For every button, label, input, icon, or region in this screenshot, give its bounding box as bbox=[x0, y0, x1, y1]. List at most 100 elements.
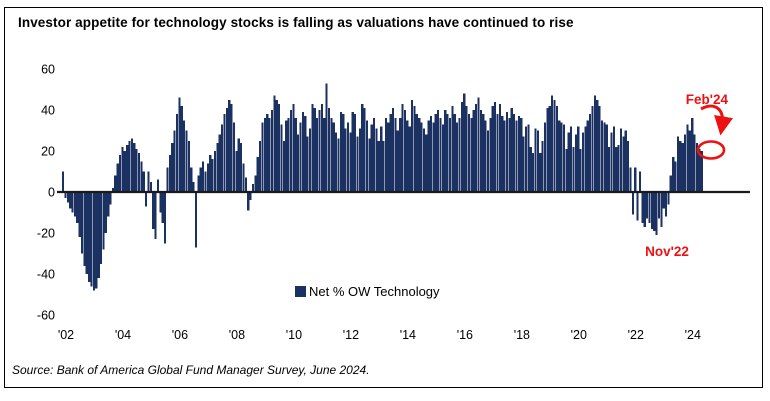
legend-swatch-square-icon bbox=[295, 286, 306, 297]
bar bbox=[368, 138, 371, 192]
bar bbox=[463, 93, 466, 192]
bar bbox=[221, 124, 224, 192]
bar bbox=[204, 171, 207, 192]
bar bbox=[240, 142, 243, 192]
bar bbox=[354, 114, 357, 192]
bar bbox=[289, 110, 293, 192]
x-axis-tick-label: '18 bbox=[514, 328, 530, 342]
bar bbox=[650, 192, 653, 229]
bar bbox=[394, 118, 397, 192]
highlight-circle bbox=[696, 140, 726, 160]
bar bbox=[164, 192, 167, 244]
bar bbox=[216, 142, 219, 192]
bar bbox=[358, 128, 361, 192]
bar bbox=[126, 144, 129, 192]
bar bbox=[197, 175, 200, 192]
bar bbox=[71, 192, 74, 213]
bar bbox=[308, 128, 312, 192]
bar bbox=[111, 187, 114, 192]
bar bbox=[434, 114, 437, 192]
bar bbox=[695, 142, 699, 192]
legend-label: Net % OW Technology bbox=[309, 284, 440, 299]
bar bbox=[636, 192, 639, 221]
bar bbox=[641, 192, 644, 223]
bar bbox=[223, 114, 226, 192]
bar bbox=[249, 192, 252, 201]
bar bbox=[251, 183, 255, 192]
bar bbox=[577, 126, 580, 192]
bar bbox=[168, 155, 171, 192]
x-axis-tick-label: '10 bbox=[286, 328, 302, 342]
bar bbox=[361, 103, 364, 192]
bar bbox=[171, 142, 174, 192]
bar bbox=[152, 192, 155, 229]
bar bbox=[472, 110, 475, 192]
bar bbox=[475, 103, 478, 192]
bar bbox=[586, 120, 589, 192]
bar bbox=[422, 128, 425, 192]
bar bbox=[180, 105, 183, 192]
bar bbox=[446, 114, 449, 192]
bar bbox=[441, 124, 444, 192]
bar bbox=[118, 155, 122, 192]
bar bbox=[187, 140, 190, 192]
bar bbox=[391, 107, 395, 192]
bar bbox=[380, 126, 383, 192]
bar bbox=[97, 192, 100, 279]
bar bbox=[230, 103, 233, 192]
bar bbox=[432, 122, 435, 192]
bar bbox=[560, 122, 563, 192]
bar bbox=[377, 140, 380, 192]
bar bbox=[399, 118, 402, 192]
bar bbox=[137, 153, 141, 192]
bar bbox=[327, 107, 331, 192]
bar bbox=[185, 130, 188, 192]
bar bbox=[629, 167, 632, 192]
bar bbox=[700, 151, 703, 192]
bar bbox=[425, 134, 428, 192]
bar bbox=[62, 171, 65, 192]
bar bbox=[349, 132, 352, 192]
bar bbox=[683, 134, 687, 192]
bar bbox=[608, 146, 611, 192]
bar bbox=[551, 95, 554, 192]
bar bbox=[546, 107, 549, 192]
bar bbox=[218, 134, 221, 192]
bar bbox=[698, 148, 701, 192]
bar bbox=[268, 118, 271, 192]
bar bbox=[370, 124, 373, 192]
bar bbox=[335, 132, 338, 192]
bar bbox=[325, 83, 328, 192]
bar bbox=[225, 107, 228, 192]
bar bbox=[429, 116, 433, 192]
bar bbox=[662, 192, 665, 209]
bar bbox=[88, 192, 91, 283]
bar bbox=[634, 167, 637, 192]
bar bbox=[451, 105, 454, 192]
bar bbox=[135, 148, 138, 192]
x-axis-tick-label: '02 bbox=[58, 328, 74, 342]
bar bbox=[123, 151, 126, 192]
bar bbox=[83, 192, 86, 266]
bar bbox=[543, 122, 547, 192]
bar bbox=[199, 167, 202, 192]
bar bbox=[92, 192, 96, 291]
bar bbox=[439, 118, 442, 192]
bar bbox=[617, 144, 620, 192]
bar bbox=[638, 171, 642, 192]
bar bbox=[503, 120, 506, 192]
bar bbox=[159, 192, 162, 213]
bar bbox=[194, 192, 198, 248]
bar bbox=[444, 110, 447, 192]
bar bbox=[427, 120, 430, 192]
bar bbox=[527, 124, 530, 192]
bar bbox=[448, 118, 452, 192]
bar bbox=[192, 181, 195, 192]
bar bbox=[99, 192, 103, 264]
y-axis-tick-label: -20 bbox=[37, 227, 55, 241]
bar bbox=[254, 175, 257, 192]
bar bbox=[515, 120, 518, 192]
legend: Net % OW Technology bbox=[295, 284, 440, 299]
bar bbox=[95, 192, 98, 289]
